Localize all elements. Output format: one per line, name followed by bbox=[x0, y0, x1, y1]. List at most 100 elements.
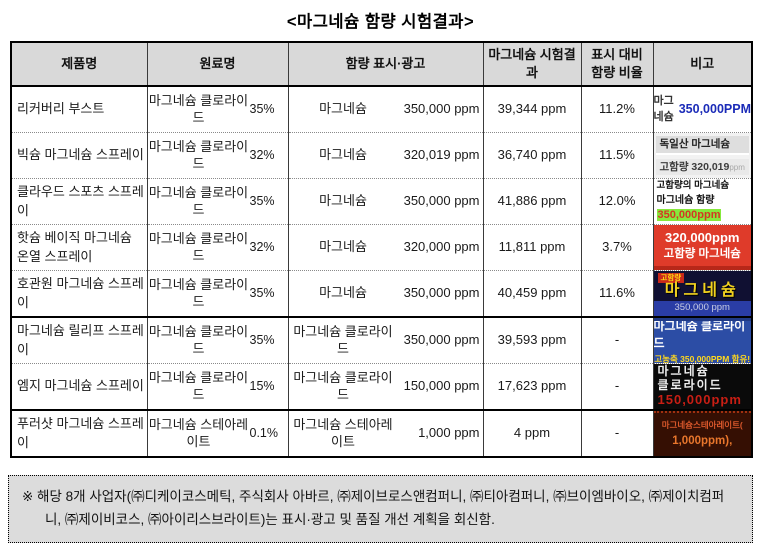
remark-banner: 마그네슘 350,000PPM bbox=[653, 87, 751, 132]
remark-banner: 고함량 마그네슘 350,000 ppm bbox=[653, 271, 751, 316]
material-percent: 15% bbox=[249, 378, 275, 393]
table-row: 푸러샷 마그네슘 스프레이 마그네슘 스테아레이트 0.1% 마그네슘 스테아레… bbox=[11, 410, 752, 457]
product-name: 엠지 마그네슘 스프레이 bbox=[11, 363, 147, 411]
ratio-value: 3.7% bbox=[580, 224, 653, 271]
test-result: 36,740 ppm bbox=[482, 132, 581, 179]
ratio-value: 11.5% bbox=[580, 132, 653, 179]
remark-banner: 마그네슘스테아레이트( 1,000ppm), bbox=[653, 411, 751, 456]
banner-value: 고함량 320,019ppm bbox=[655, 158, 749, 176]
banner-value: 고농축 350,000PPM 함유! bbox=[654, 353, 751, 363]
claim-name: 마그네슘 bbox=[319, 285, 367, 301]
remark-banner: 고함량의 마그네슘 마그네슘 함량 350,000ppm bbox=[653, 179, 751, 224]
footnote-text: ※ 해당 8개 사업자(㈜디케이코스메틱, 주식회사 아바르, ㈜제이브로스앤컴… bbox=[22, 489, 725, 527]
material-percent: 35% bbox=[249, 101, 275, 116]
col-header-result: 마그네슘 시험결과 bbox=[482, 42, 581, 87]
claim-value: 320,019 ppm bbox=[403, 147, 480, 163]
ratio-value: 11.2% bbox=[580, 86, 653, 133]
banner-text: 마그네슘 클로라이드 bbox=[653, 319, 746, 351]
table-row: 빅슘 마그네슘 스프레이 마그네슘 클로라이드 32% 마그네슘 320,019… bbox=[11, 132, 752, 179]
header-row: 제품명 원료명 함량 표시·광고 마그네슘 시험결과 표시 대비 함량 비율 비… bbox=[11, 42, 752, 87]
ratio-value: 11.6% bbox=[580, 270, 653, 318]
product-name: 클라우드 스포츠 스프레이 bbox=[11, 178, 147, 225]
banner-text: 마그네슘 bbox=[657, 364, 710, 379]
col-header-ratio: 표시 대비 함량 비율 bbox=[580, 42, 653, 87]
claim-value: 350,000 ppm bbox=[403, 101, 480, 117]
banner-text: 마그네슘스테아레이트( bbox=[661, 419, 743, 430]
product-name: 호관원 마그네슘 스프레이 bbox=[11, 270, 147, 318]
material-name: 마그네슘 클로라이드 bbox=[148, 276, 249, 309]
banner-text: 마그네슘 bbox=[664, 281, 740, 299]
banner-text: 클로라이드 bbox=[657, 378, 723, 393]
test-result: 41,886 ppm bbox=[482, 178, 581, 225]
product-name: 리커버리 부스트 bbox=[11, 86, 147, 133]
material-percent: 0.1% bbox=[249, 425, 279, 440]
ratio-value: - bbox=[580, 410, 653, 457]
banner-text: 마그네슘 bbox=[653, 95, 674, 123]
material-name: 마그네슘 클로라이드 bbox=[148, 92, 249, 125]
test-result: 39,344 ppm bbox=[482, 86, 581, 133]
col-header-remark: 비고 bbox=[652, 42, 752, 87]
material-name: 마그네슘 클로라이드 bbox=[148, 369, 249, 402]
test-result: 39,593 ppm bbox=[482, 317, 581, 364]
banner-value: 350,000PPM bbox=[678, 101, 751, 116]
col-header-material: 원료명 bbox=[146, 42, 288, 87]
ratio-value: - bbox=[580, 363, 653, 411]
claim-value: 350,000 ppm bbox=[403, 193, 480, 209]
page-title: <마그네슘 함량 시험결과> bbox=[286, 13, 475, 31]
remark-banner: 마그네슘 클로라이드 고농축 350,000PPM 함유! bbox=[653, 318, 751, 363]
table-row: 호관원 마그네슘 스프레이 마그네슘 클로라이드 35% 마그네슘 350,00… bbox=[11, 270, 752, 318]
banner-text: 독일산 마그네슘 bbox=[655, 135, 749, 155]
banner-unit: ppm bbox=[729, 162, 745, 172]
claim-value: 150,000 ppm bbox=[403, 378, 480, 394]
table-row: 리커버리 부스트 마그네슘 클로라이드 35% 마그네슘 350,000 ppm… bbox=[11, 86, 752, 133]
table-row: 마그네슘 릴리프 스프레이 마그네슘 클로라이드 35% 마그네슘 클로라이드 … bbox=[11, 317, 752, 364]
material-name: 마그네슘 클로라이드 bbox=[148, 230, 249, 263]
table-row: 엠지 마그네슘 스프레이 마그네슘 클로라이드 15% 마그네슘 클로라이드 1… bbox=[11, 363, 752, 411]
table-row: 핫슘 베이직 마그네슘 온열 스프레이 마그네슘 클로라이드 32% 마그네슘 … bbox=[11, 224, 752, 271]
material-name: 마그네슘 클로라이드 bbox=[148, 184, 249, 217]
claim-value: 320,000 ppm bbox=[403, 239, 480, 255]
claim-value: 1,000 ppm bbox=[418, 425, 480, 441]
material-name: 마그네슘 스테아레이트 bbox=[148, 416, 249, 449]
test-result: 17,623 ppm bbox=[482, 363, 581, 411]
remark-banner: 마그네슘 클로라이드 150,000ppm bbox=[653, 364, 751, 409]
product-name: 빅슘 마그네슘 스프레이 bbox=[11, 132, 147, 179]
claim-name: 마그네슘 bbox=[319, 239, 367, 255]
material-percent: 35% bbox=[249, 193, 275, 208]
claim-name: 마그네슘 클로라이드 bbox=[293, 369, 393, 402]
claim-name: 마그네슘 bbox=[319, 147, 367, 163]
col-header-claim: 함량 표시·광고 bbox=[287, 42, 483, 87]
claim-name: 마그네슘 스테아레이트 bbox=[293, 416, 393, 449]
claim-name: 마그네슘 클로라이드 bbox=[293, 323, 393, 356]
banner-value: 150,000ppm bbox=[657, 391, 742, 407]
banner-value: 320,000ppm bbox=[665, 229, 740, 245]
product-name: 마그네슘 릴리프 스프레이 bbox=[11, 317, 147, 364]
material-percent: 35% bbox=[249, 285, 275, 300]
remark-banner: 독일산 마그네슘 고함량 320,019ppm bbox=[653, 133, 751, 178]
claim-value: 350,000 ppm bbox=[403, 285, 480, 301]
material-percent: 35% bbox=[249, 332, 275, 347]
footnote: ※ 해당 8개 사업자(㈜디케이코스메틱, 주식회사 아바르, ㈜제이브로스앤컴… bbox=[8, 475, 753, 543]
material-name: 마그네슘 클로라이드 bbox=[148, 138, 249, 171]
product-name: 푸러샷 마그네슘 스프레이 bbox=[17, 416, 144, 450]
banner-value: 1,000ppm), bbox=[672, 435, 733, 448]
product-name: 핫슘 베이직 마그네슘 온열 스프레이 bbox=[11, 224, 147, 271]
material-percent: 32% bbox=[249, 239, 275, 254]
claim-name: 마그네슘 bbox=[319, 193, 367, 209]
remark-banner: 320,000ppm 고함량 마그네슘 bbox=[653, 225, 751, 270]
material-name: 마그네슘 클로라이드 bbox=[148, 323, 249, 356]
ratio-value: - bbox=[580, 317, 653, 364]
results-table: 제품명 원료명 함량 표시·광고 마그네슘 시험결과 표시 대비 함량 비율 비… bbox=[10, 41, 753, 458]
material-percent: 32% bbox=[249, 147, 275, 162]
ratio-value: 12.0% bbox=[580, 178, 653, 225]
test-result: 11,811 ppm bbox=[482, 224, 581, 271]
test-result: 4 ppm bbox=[482, 410, 581, 457]
test-result: 40,459 ppm bbox=[482, 270, 581, 318]
banner-value: 마그네슘 함량 350,000ppm bbox=[656, 195, 722, 222]
table-row: 클라우드 스포츠 스프레이 마그네슘 클로라이드 35% 마그네슘 350,00… bbox=[11, 178, 752, 225]
claim-value: 350,000 ppm bbox=[403, 332, 480, 348]
banner-value: 350,000 ppm bbox=[653, 300, 751, 316]
banner-badge: 고함량 bbox=[657, 273, 685, 283]
banner-text: 고함량의 마그네슘 bbox=[656, 180, 730, 192]
claim-name: 마그네슘 bbox=[319, 101, 367, 117]
